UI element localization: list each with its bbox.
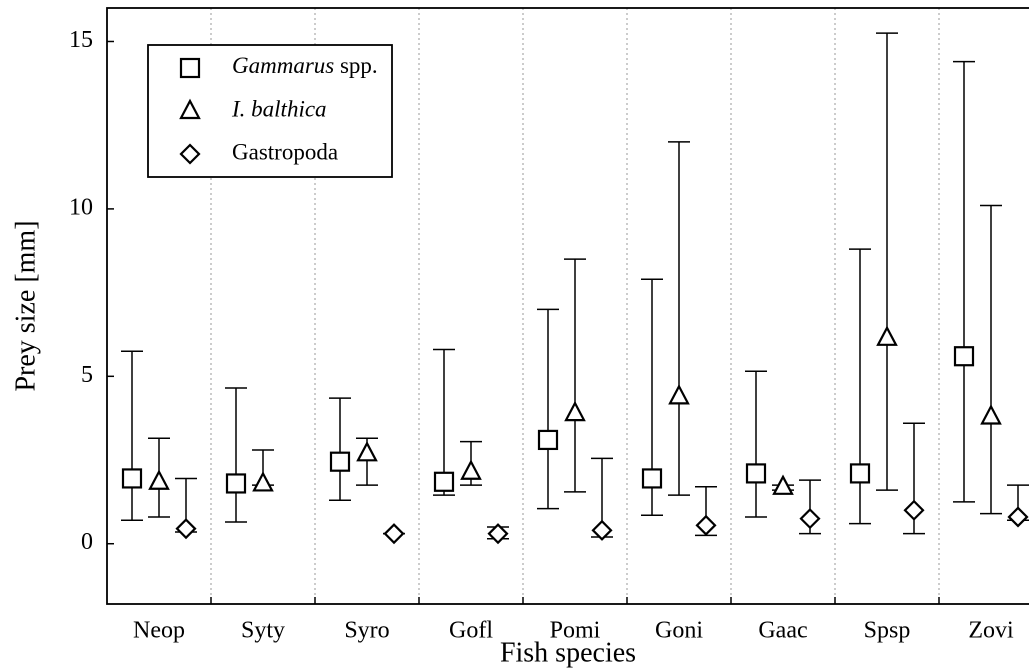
triangle-marker [772, 474, 794, 495]
square-marker [745, 463, 767, 484]
x-axis-title: Fish species [500, 637, 636, 668]
x-tick-label: Pomi [550, 618, 601, 644]
triangle-marker [252, 471, 274, 492]
y-tick-label: 5 [81, 362, 93, 388]
square-marker [225, 473, 247, 494]
square-marker [537, 429, 559, 451]
square-marker [641, 468, 663, 489]
diamond-marker [383, 523, 405, 545]
triangle-marker [179, 98, 201, 120]
triangle-marker [148, 469, 170, 490]
x-tick-label: Syty [241, 618, 285, 644]
diamond-marker [799, 508, 821, 530]
diamond-marker [1007, 506, 1029, 528]
triangle-marker [564, 400, 586, 422]
diamond-marker [903, 499, 925, 521]
x-tick-label: Neop [133, 618, 185, 644]
y-tick-label: 10 [69, 194, 93, 220]
triangle-marker [460, 459, 482, 480]
x-tick-label: Syro [344, 618, 389, 644]
plot-frame [106, 7, 1029, 605]
triangle-marker [876, 325, 898, 346]
diamond-marker [695, 514, 717, 536]
x-tick-label: Zovi [968, 618, 1014, 644]
square-marker [179, 57, 201, 79]
legend-label: I. balthica [231, 96, 327, 121]
square-marker [953, 346, 975, 367]
diamond-marker [487, 523, 509, 545]
legend-label: Gammarus spp. [232, 53, 378, 78]
legend-label: Gastropoda [232, 139, 338, 164]
diamond-marker [179, 143, 201, 165]
square-marker [121, 468, 143, 489]
triangle-marker [668, 384, 690, 405]
x-tick-label: Goni [655, 618, 703, 644]
x-tick-label: Gaac [758, 618, 807, 644]
square-marker [329, 451, 351, 472]
triangle-marker [356, 440, 378, 462]
triangle-marker [980, 404, 1002, 425]
y-tick-label: 15 [69, 27, 93, 53]
diamond-marker [175, 518, 197, 540]
x-tick-label: Spsp [864, 618, 911, 644]
y-axis-title: Prey size [mm] [10, 220, 41, 391]
y-tick-label: 0 [81, 529, 93, 555]
x-tick-label: Gofl [449, 618, 493, 644]
square-marker [433, 471, 455, 492]
square-marker [849, 463, 871, 484]
diamond-marker [591, 519, 613, 541]
